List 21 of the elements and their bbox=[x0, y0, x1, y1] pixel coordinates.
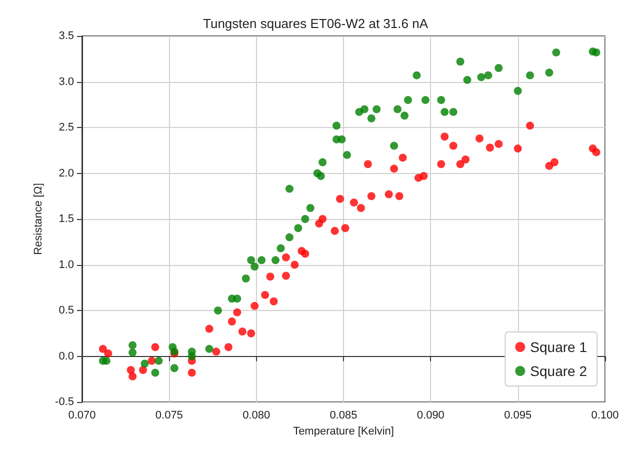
x-tick-label: 0.085 bbox=[330, 410, 358, 422]
y-tick-label: 2.0 bbox=[58, 167, 74, 180]
y-tick-label: -0.5 bbox=[55, 396, 74, 408]
y-tick-label: 1.0 bbox=[58, 258, 74, 271]
chart-title: Tungsten squares ET06-W2 at 31.6 nA bbox=[203, 16, 428, 31]
y-tick-label: 0.5 bbox=[58, 304, 74, 316]
x-tick-label: 0.090 bbox=[416, 410, 444, 422]
y-tick-label: 1.5 bbox=[58, 213, 74, 225]
y-tick-label: 2.5 bbox=[58, 122, 74, 134]
legend-label: Square 1 bbox=[530, 339, 588, 355]
x-tick-label: 0.080 bbox=[242, 410, 270, 422]
x-tick-label: 0.075 bbox=[155, 410, 183, 422]
y-axis-title: Resistance [Ω] bbox=[32, 183, 44, 255]
legend-label: Square 2 bbox=[530, 363, 588, 379]
x-axis-title: Temperature [Kelvin] bbox=[293, 426, 394, 438]
y-tick-label: 0.0 bbox=[58, 350, 74, 362]
x-tick-label: 0.100 bbox=[591, 410, 619, 422]
y-tick-label: 3.5 bbox=[58, 30, 74, 42]
x-tick-label: 0.070 bbox=[68, 410, 96, 422]
x-tick-label: 0.095 bbox=[504, 410, 532, 422]
y-tick-label: 3.0 bbox=[58, 76, 74, 88]
